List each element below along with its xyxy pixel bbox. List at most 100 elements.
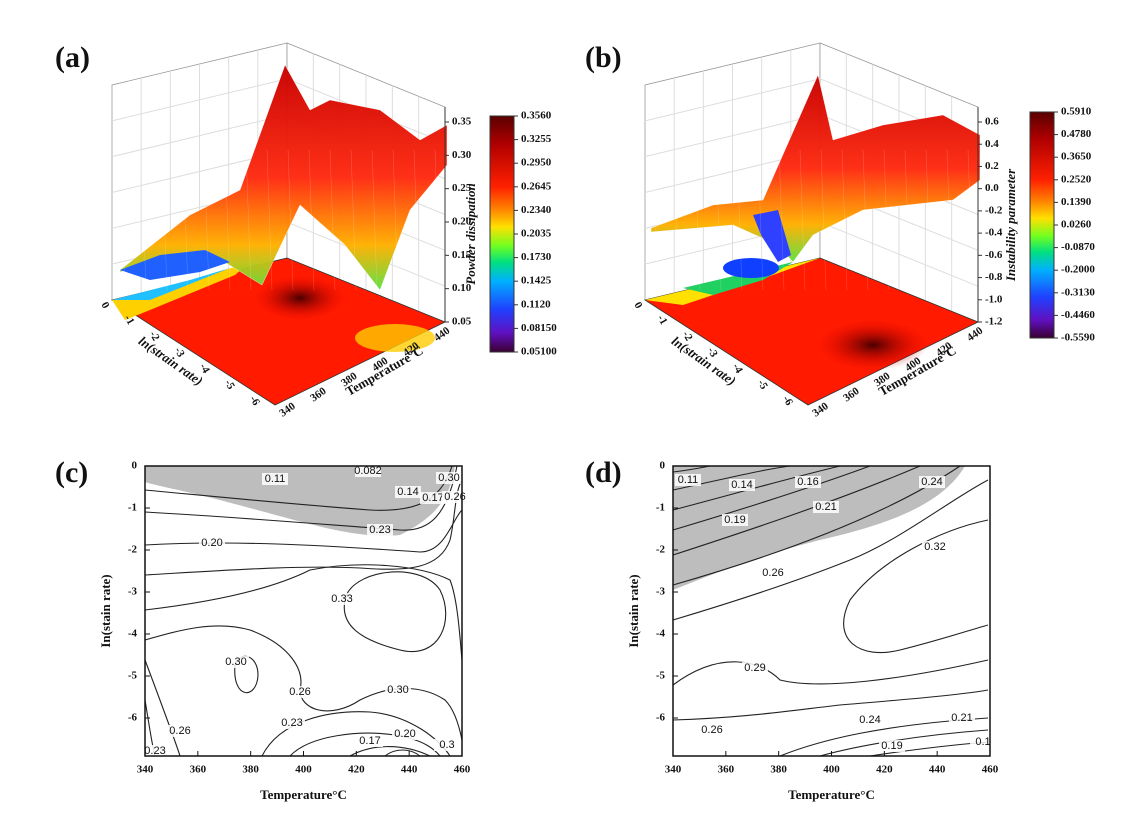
colorbar-tick-label: -0.2000 <box>1061 264 1095 276</box>
contour-label: 0.24 <box>859 714 880 726</box>
panel-label: (b) <box>585 41 622 74</box>
contour-label-bg <box>287 686 313 698</box>
contour-line <box>384 749 421 757</box>
y-tick-label: -4 <box>128 628 138 640</box>
y-tick-label: -6 <box>247 394 262 408</box>
colorbar <box>489 115 515 353</box>
z-tick-label: -0.6 <box>985 249 1003 261</box>
y-tick-label: -3 <box>128 586 138 598</box>
colorbar-tick-label: -0.3130 <box>1061 286 1095 298</box>
contour-label-bg <box>879 740 905 752</box>
surface-plot: 0.6 0.4 0.2 0.0 -0.2 -0.4 -0.6 -0.8 -1.0 -1.2 340 3… <box>631 42 1095 420</box>
z-tick-label: 0.0 <box>985 182 999 194</box>
wall-grid <box>644 78 821 122</box>
contour-label: 0.26 <box>444 491 465 503</box>
contour-label: 0.19 <box>881 740 902 752</box>
x-tick-label: 380 <box>242 764 259 776</box>
surface-dip <box>753 210 791 262</box>
contour-label-bg <box>795 476 821 488</box>
contour-label: 0.23 <box>144 745 165 757</box>
contour-line <box>672 689 989 721</box>
contour-label: 0.19 <box>724 514 745 526</box>
contour-line <box>144 659 181 757</box>
contour-label: 0.32 <box>924 541 945 553</box>
y-tick-label: -1 <box>655 313 670 327</box>
contour-label-bg <box>699 724 725 736</box>
contour-line <box>144 564 463 661</box>
mesh-line <box>841 149 848 291</box>
surface <box>650 74 981 263</box>
mesh-line <box>161 149 168 291</box>
mesh-line <box>434 149 441 291</box>
x-tick-label: 460 <box>982 764 999 776</box>
z-tick-label: 0.10 <box>452 282 472 294</box>
x-tick-label: 340 <box>137 764 154 776</box>
panel-label: (c) <box>55 456 88 489</box>
wall-grid <box>111 78 288 122</box>
x-tick-label: 360 <box>308 385 329 405</box>
x-tick-label: 340 <box>277 400 298 420</box>
surface-plot: 0.350.300.250.200.150.100.05340360380400… <box>98 42 557 420</box>
x-axis-title: Temperature°C <box>260 787 347 802</box>
mesh-line <box>736 149 743 291</box>
contour-label-bg <box>142 745 168 757</box>
contour-label-bg <box>367 524 393 536</box>
z-tick-label: 0.35 <box>452 116 472 128</box>
x-tick-label: 340 <box>665 764 682 776</box>
z-tick-label: 0.20 <box>452 216 472 228</box>
contour-label: 0.33 <box>331 593 352 605</box>
x-tick-label: 360 <box>841 385 862 405</box>
colorbar-tick-label: 0.4780 <box>1061 128 1092 140</box>
colorbar-tick-label: 0.2520 <box>1061 173 1092 185</box>
contour-label-bg <box>722 514 748 526</box>
colorbar-tick-label: 0.1390 <box>1061 196 1092 208</box>
contour-line <box>261 711 451 757</box>
contour-label-bg <box>355 465 381 477</box>
mesh-line <box>203 149 210 291</box>
x-tick-label: 340 <box>810 400 831 420</box>
contour-line <box>144 625 463 741</box>
contour-line <box>672 479 989 621</box>
x-tick-label: 420 <box>876 764 893 776</box>
floor-spot <box>355 324 435 352</box>
surface-edge <box>120 250 230 280</box>
mesh-line <box>350 149 357 291</box>
contour-label-bg <box>329 593 355 605</box>
mesh-line <box>778 149 785 291</box>
colorbar-tick-label: 0.08150 <box>521 322 557 334</box>
y-tick-label: -4 <box>656 628 666 640</box>
colorbar-tick-label: 0.1425 <box>521 275 552 287</box>
contour-label-bg <box>279 717 305 729</box>
mesh-line <box>967 149 974 291</box>
z-tick-label: -0.4 <box>985 227 1003 239</box>
x-tick-label: 440 <box>965 324 986 344</box>
mesh-line <box>925 149 932 291</box>
contour-line <box>343 571 447 653</box>
z-tick-label: 0.30 <box>452 149 472 161</box>
contour-label: 0.17 <box>359 735 380 747</box>
contour-label-bg <box>857 714 883 726</box>
x-axis-title: Temperature°C <box>788 787 875 802</box>
y-tick-label: 0 <box>631 300 644 311</box>
contour-label: 0.26 <box>701 724 722 736</box>
contour-line <box>672 465 871 531</box>
colorbar-tick-label: -0.4460 <box>1061 309 1095 321</box>
contour-label-bg <box>392 728 418 740</box>
y-tick-label: -2 <box>128 544 138 556</box>
colorbar-tick-label: 0.3560 <box>521 110 552 122</box>
z-tick-label: -1.2 <box>985 316 1003 328</box>
contour-label: 0.23 <box>369 524 390 536</box>
colorbar-title: Instability parameter <box>1003 168 1018 282</box>
y-tick-label: -5 <box>128 670 138 682</box>
mesh-line <box>673 149 680 291</box>
mesh-line <box>904 149 911 291</box>
instability-region <box>673 466 965 590</box>
mesh-line <box>329 149 336 291</box>
x-tick-label: 360 <box>190 764 207 776</box>
contour-label-bg <box>357 735 383 747</box>
contour-label-bg <box>385 684 411 696</box>
x-tick-label: 440 <box>401 764 418 776</box>
y-axis-title: In(stain rate) <box>626 574 641 647</box>
